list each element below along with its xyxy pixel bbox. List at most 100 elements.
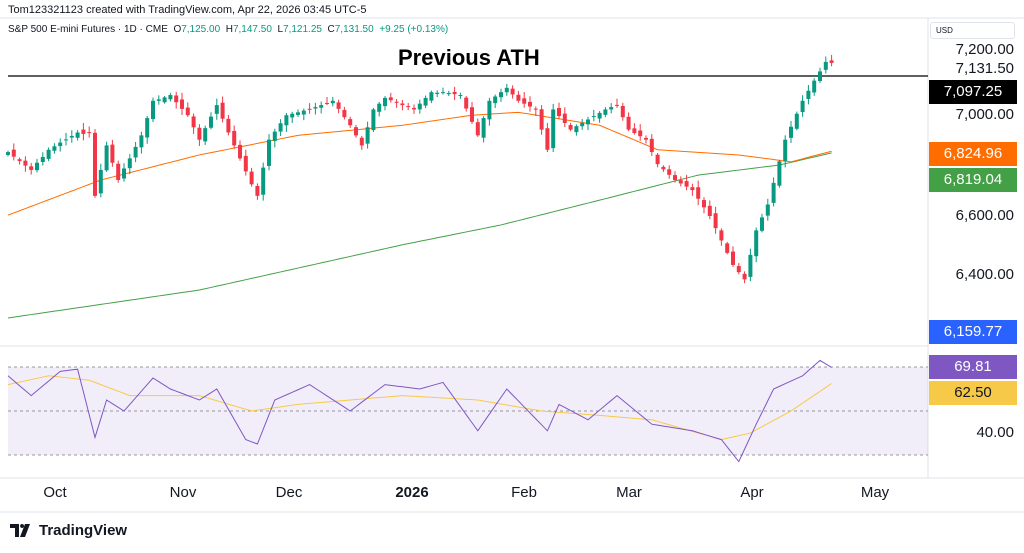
- candle-body: [551, 109, 556, 149]
- candle-body: [765, 204, 770, 216]
- candle-body: [46, 149, 51, 159]
- candle-body: [325, 102, 329, 104]
- candle-body: [238, 144, 242, 159]
- candle-body: [116, 163, 121, 180]
- candle-body: [603, 109, 608, 115]
- close-label: C: [327, 24, 335, 35]
- ma-fast-badge: 6,824.96: [929, 142, 1017, 166]
- candle-body: [562, 113, 567, 123]
- ma-slow-line: [7, 152, 832, 319]
- candle-body: [377, 103, 382, 112]
- candle-body: [690, 187, 695, 191]
- candle-body: [574, 126, 579, 133]
- candle-body: [191, 116, 196, 128]
- candle-body: [493, 96, 498, 104]
- candle-body: [446, 93, 451, 95]
- candle-body: [278, 123, 283, 132]
- candle-body: [371, 109, 376, 131]
- candle-body: [545, 128, 550, 150]
- symbol-name: S&P 500 E-mini Futures · 1D · CME: [8, 24, 168, 35]
- candle-body: [35, 162, 39, 171]
- candle-body: [93, 132, 97, 196]
- candle-body: [435, 92, 440, 94]
- candle-body: [789, 126, 793, 138]
- candle-body: [209, 116, 213, 128]
- candle-body: [725, 243, 730, 253]
- candle-body: [185, 107, 190, 116]
- candle-body: [284, 115, 289, 126]
- time-tick: Oct: [43, 484, 67, 501]
- time-tick: 2026: [395, 484, 429, 501]
- candle-body: [609, 107, 614, 110]
- time-tick: Nov: [169, 484, 197, 501]
- candle-body: [17, 159, 22, 161]
- tradingview-logo: TradingView: [10, 522, 127, 539]
- candle-body: [754, 230, 759, 257]
- candle-body: [81, 129, 86, 134]
- candle-body: [6, 152, 10, 155]
- logo-text: TradingView: [39, 522, 128, 539]
- candle-body: [742, 273, 747, 280]
- candle-body: [354, 127, 358, 136]
- candle-body: [783, 139, 788, 161]
- candle-body: [290, 113, 295, 118]
- candle-body: [818, 71, 822, 81]
- change-value: +9.25 (+0.13%): [379, 24, 449, 35]
- candle-body: [800, 100, 805, 112]
- candle-body: [174, 95, 179, 103]
- candle-body: [156, 99, 161, 101]
- candle-body: [394, 101, 399, 103]
- candle-body: [777, 161, 782, 186]
- candle-body: [719, 230, 724, 241]
- price-tick: 7,000.00: [955, 106, 1014, 123]
- candle-body: [713, 213, 718, 229]
- candle-body: [452, 91, 457, 95]
- candle-body: [615, 104, 619, 106]
- candle-body: [812, 80, 817, 93]
- time-tick: Apr: [740, 484, 764, 501]
- candle-body: [481, 118, 486, 138]
- candle-body: [272, 131, 277, 141]
- candle-body: [104, 145, 109, 171]
- candle-body: [731, 251, 735, 265]
- candle-body: [261, 167, 266, 195]
- candle-body: [829, 60, 834, 63]
- candle-body: [336, 102, 341, 109]
- candle-body: [87, 132, 92, 134]
- candle-body: [516, 94, 521, 101]
- low-label: L: [277, 24, 284, 35]
- candle-body: [342, 109, 347, 118]
- candle-body: [127, 158, 132, 169]
- candle-body: [649, 138, 654, 153]
- candle-body: [162, 97, 167, 103]
- candle-body: [40, 156, 45, 162]
- candle-body: [736, 266, 741, 273]
- currency-button[interactable]: USD: [930, 22, 1015, 39]
- candle-body: [417, 103, 422, 110]
- rsi-badge: 69.81: [929, 355, 1017, 379]
- candle-body: [673, 175, 677, 180]
- candle-body: [771, 182, 776, 203]
- candle-body: [301, 110, 306, 115]
- candle-body: [359, 137, 364, 146]
- candle-body: [365, 127, 370, 144]
- credit-text: Tom123321123 created with TradingView.co…: [8, 4, 367, 16]
- candle-body: [110, 144, 115, 163]
- candle-body: [580, 122, 585, 127]
- candle-body: [644, 137, 648, 140]
- symbol-legend: S&P 500 E-mini Futures · 1D · CME O7,125…: [8, 24, 448, 35]
- candle-body: [632, 128, 637, 134]
- candle-body: [313, 107, 318, 109]
- candle-body: [510, 88, 515, 95]
- high-label: H: [225, 24, 233, 35]
- candle-body: [58, 142, 63, 147]
- candle-body: [475, 122, 480, 136]
- tradingview-logo-icon: [10, 524, 30, 537]
- close-value: 7,131.50: [334, 24, 374, 35]
- candle-body: [533, 108, 538, 110]
- ath-annotation: Previous ATH: [398, 45, 540, 70]
- candle-body: [504, 87, 509, 93]
- candle-body: [806, 90, 811, 99]
- candle-body: [75, 132, 80, 138]
